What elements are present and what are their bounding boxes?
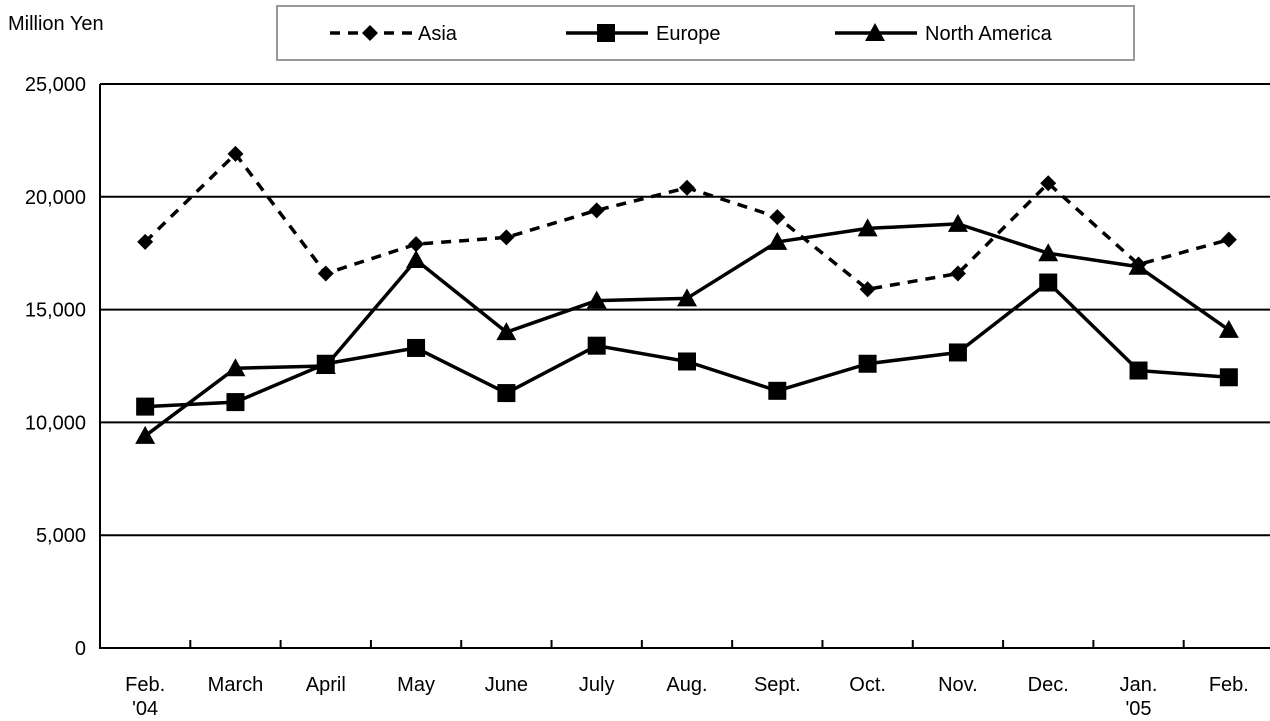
- data-point-asia: [408, 236, 425, 253]
- data-point-asia: [949, 265, 966, 282]
- y-tick-label: 25,000: [25, 74, 86, 96]
- legend-item-europe: Europe: [566, 23, 721, 45]
- y-tick-label: 20,000: [25, 187, 86, 209]
- x-tick-label: March: [208, 674, 264, 696]
- data-point-europe: [226, 393, 245, 412]
- x-tick-label: Oct.: [849, 674, 886, 696]
- data-point-north-america: [406, 249, 427, 268]
- x-tick-label: '04: [132, 698, 158, 720]
- data-point-asia: [227, 145, 244, 162]
- data-point-europe: [136, 397, 155, 416]
- data-point-europe: [497, 384, 516, 403]
- series-north-america: [135, 213, 1239, 444]
- data-point-asia: [498, 229, 515, 246]
- data-point-north-america: [586, 290, 607, 309]
- series-line-asia: [143, 152, 1230, 292]
- series-group: [135, 145, 1239, 444]
- data-point-north-america: [1038, 243, 1059, 262]
- data-point-north-america: [857, 218, 878, 237]
- y-tick-labels: 25,000 20,000 15,000 10,000 5,000 0: [25, 74, 86, 660]
- legend-label: North America: [925, 23, 1053, 45]
- data-point-north-america: [947, 213, 968, 232]
- series-asia: [137, 145, 1237, 298]
- data-point-asia: [1040, 175, 1057, 192]
- gridlines: [100, 83, 1270, 537]
- data-point-north-america: [1218, 319, 1239, 338]
- data-point-asia: [859, 281, 876, 298]
- y-axis-label: Million Yen: [8, 13, 104, 35]
- legend-label: Europe: [656, 23, 721, 45]
- data-point-asia: [1220, 231, 1237, 248]
- legend-marker-asia: [362, 25, 378, 41]
- legend-marker-north-america: [865, 23, 885, 41]
- legend-marker-europe: [597, 24, 615, 42]
- data-point-europe: [407, 338, 426, 357]
- data-point-north-america: [225, 358, 246, 377]
- axes: [99, 84, 1270, 649]
- data-point-north-america: [315, 356, 336, 374]
- x-tick-label: Feb.: [1209, 674, 1249, 696]
- y-tick-label: 15,000: [25, 300, 86, 322]
- x-tick-label: May: [397, 674, 435, 696]
- series-line-north-america: [144, 222, 1230, 438]
- x-tick-label: Dec.: [1028, 674, 1069, 696]
- legend-frame: [276, 5, 1135, 61]
- x-tick-label: Aug.: [666, 674, 707, 696]
- y-tick-label: 10,000: [25, 412, 86, 434]
- x-tick-label: Feb.: [125, 674, 165, 696]
- x-tick-label: April: [306, 674, 346, 696]
- data-point-europe: [587, 336, 606, 355]
- data-point-europe: [1219, 368, 1238, 387]
- data-point-europe: [1039, 273, 1058, 292]
- data-point-europe: [678, 352, 696, 371]
- data-point-asia: [588, 202, 605, 219]
- x-tick-label: July: [579, 674, 615, 696]
- y-tick-label: 0: [75, 638, 86, 660]
- data-point-north-america: [135, 425, 156, 444]
- data-point-north-america: [1128, 256, 1149, 275]
- x-tick-label: Nov.: [938, 674, 978, 696]
- data-point-asia: [769, 209, 786, 226]
- legend-item-asia: Asia: [330, 23, 458, 45]
- data-point-north-america: [767, 231, 788, 250]
- data-point-europe: [858, 354, 877, 373]
- data-point-asia: [679, 179, 695, 196]
- y-tick-label: 5,000: [36, 525, 86, 547]
- data-point-north-america: [677, 288, 697, 307]
- data-point-europe: [948, 343, 967, 362]
- legend-item-north-america: North America: [835, 23, 1053, 45]
- data-point-europe: [1129, 361, 1148, 380]
- data-point-asia: [317, 265, 334, 282]
- x-tick-label: '05: [1125, 698, 1151, 720]
- x-tick-label: Sept.: [754, 674, 801, 696]
- data-point-north-america: [496, 322, 517, 341]
- x-tick-label: June: [485, 674, 528, 696]
- data-point-europe: [768, 381, 787, 400]
- data-point-asia: [137, 233, 154, 250]
- x-tick-label: Jan.: [1120, 674, 1158, 696]
- legend-label: Asia: [418, 23, 458, 45]
- legend: Asia Europe North America: [276, 5, 1135, 61]
